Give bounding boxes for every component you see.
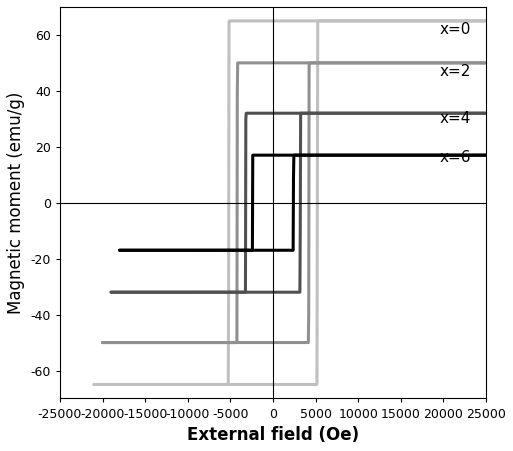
Text: x=0: x=0: [439, 22, 470, 37]
X-axis label: External field (Oe): External field (Oe): [187, 426, 359, 444]
Text: x=2: x=2: [439, 64, 470, 79]
Text: x=6: x=6: [439, 151, 471, 166]
Text: x=4: x=4: [439, 111, 470, 126]
Y-axis label: Magnetic moment (emu/g): Magnetic moment (emu/g): [7, 92, 25, 314]
